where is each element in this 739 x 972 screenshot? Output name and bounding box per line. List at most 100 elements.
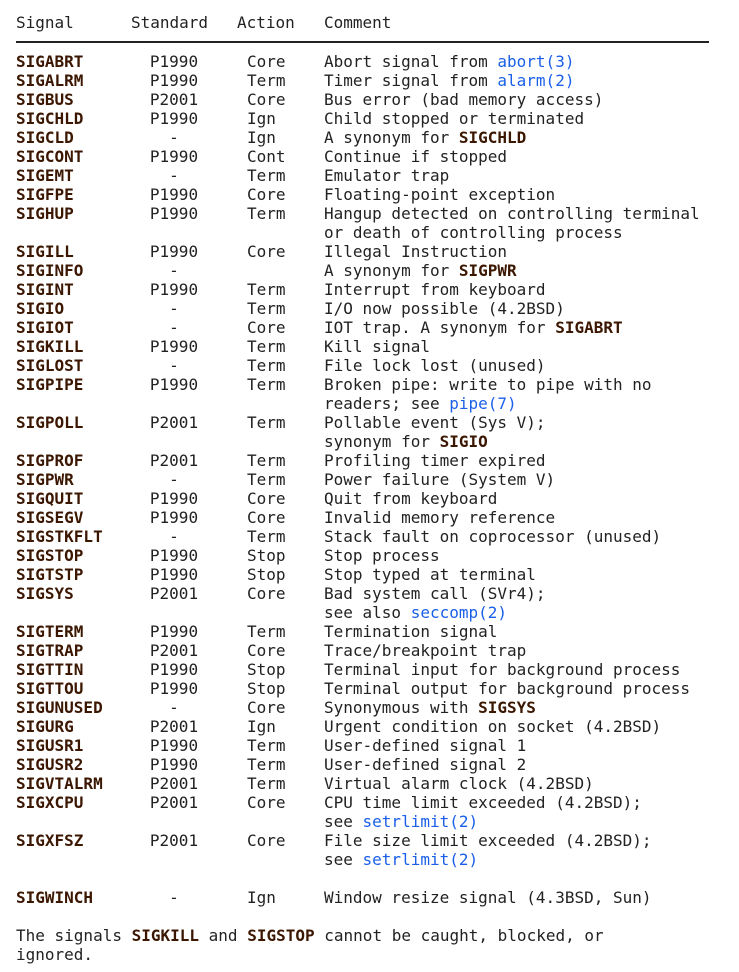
signal-name: SIGTTIN <box>16 660 84 679</box>
comment-line: File size limit exceeded (4.2BSD); <box>324 831 724 850</box>
signal-name: SIGTSTP <box>16 565 84 584</box>
signal-standard: P2001 <box>149 584 199 603</box>
signal-comment: User-defined signal 1 <box>324 736 724 755</box>
comment-text: IOT trap. A synonym for <box>324 318 556 337</box>
comment-line: File lock lost (unused) <box>324 356 724 375</box>
comment-line: CPU time limit exceeded (4.2BSD); <box>324 793 724 812</box>
signal-reference: SIGPWR <box>458 261 517 280</box>
signal-standard: - <box>169 261 179 280</box>
signal-action: Term <box>247 622 286 641</box>
signal-standard: P1990 <box>149 546 199 565</box>
comment-text: Invalid memory reference <box>324 508 556 527</box>
table-header: Signal Standard Action Comment <box>0 13 739 32</box>
man-page-link[interactable]: abort(3) <box>497 52 575 71</box>
signal-name: SIGLOST <box>16 356 84 375</box>
signal-comment: Quit from keyboard <box>324 489 724 508</box>
signal-standard: P1990 <box>149 660 199 679</box>
comment-line: Bus error (bad memory access) <box>324 90 724 109</box>
signal-action: Stop <box>247 546 286 565</box>
comment-text: Power failure (System V) <box>324 470 556 489</box>
man-page-link[interactable]: seccomp(2) <box>410 603 508 622</box>
table-row: SIGSTKFLT - Term Stack fault on coprocessor… <box>0 527 739 546</box>
comment-line: A synonym for SIGPWR <box>324 261 724 280</box>
signal-name: SIGILL <box>16 242 74 261</box>
table-row: SIGSYS P2001 Core Bad system call (SVr4); se… <box>0 584 739 622</box>
comment-line: Virtual alarm clock (4.2BSD) <box>324 774 724 793</box>
signal-comment: Virtual alarm clock (4.2BSD) <box>324 774 724 793</box>
signal-reference: SIGKILL <box>131 926 200 945</box>
signal-standard: - <box>169 888 179 907</box>
comment-line: Urgent condition on socket (4.2BSD) <box>324 717 724 736</box>
man-page-link[interactable]: setrlimit(2) <box>362 850 479 869</box>
signal-name: SIGWINCH <box>16 888 94 907</box>
comment-text: see <box>324 812 363 831</box>
signal-name: SIGTRAP <box>16 641 84 660</box>
signal-name: SIGALRM <box>16 71 84 90</box>
signal-standard: P2001 <box>149 774 199 793</box>
signal-comment: Stack fault on coprocessor (unused) <box>324 527 724 546</box>
signal-action: Ign <box>247 717 276 736</box>
comment-text: Child stopped or terminated <box>324 109 585 128</box>
header-signal: Signal <box>16 13 74 32</box>
table-row: SIGEMT - Term Emulator trap <box>0 166 739 185</box>
signal-comment: Stop process <box>324 546 724 565</box>
signal-action: Core <box>247 52 286 71</box>
signal-name: SIGSTOP <box>16 546 84 565</box>
header-rule <box>16 41 709 43</box>
signal-action: Core <box>247 90 286 109</box>
signal-name: SIGPOLL <box>16 413 84 432</box>
comment-line: Termination signal <box>324 622 724 641</box>
table-row: SIGLOST - Term File lock lost (unused) <box>0 356 739 375</box>
comment-line: Child stopped or terminated <box>324 109 724 128</box>
comment-line: Stop process <box>324 546 724 565</box>
signal-comment: Stop typed at terminal <box>324 565 724 584</box>
table-row: SIGTSTP P1990 Stop Stop typed at terminal <box>0 565 739 584</box>
man-page-link[interactable]: setrlimit(2) <box>362 812 479 831</box>
table-row: SIGPWR - Term Power failure (System V) <box>0 470 739 489</box>
signal-name: SIGIOT <box>16 318 74 337</box>
signal-comment: Hangup detected on controlling terminal o… <box>324 204 724 242</box>
signal-action: Term <box>247 736 286 755</box>
signal-standard: P1990 <box>149 565 199 584</box>
comment-text: Kill signal <box>324 337 430 356</box>
comment-line: Window resize signal (4.3BSD, Sun) <box>324 888 724 907</box>
signal-action: Term <box>247 299 286 318</box>
signal-standard: P2001 <box>149 717 199 736</box>
signal-action: Core <box>247 793 286 812</box>
comment-line: I/O now possible (4.2BSD) <box>324 299 724 318</box>
man-page-link[interactable]: pipe(7) <box>449 394 517 413</box>
man-page-link[interactable]: alarm(2) <box>497 71 575 90</box>
table-row: SIGSEGV P1990 Core Invalid memory reference <box>0 508 739 527</box>
signal-comment: Abort signal from abort(3) <box>324 52 724 71</box>
signal-action: Term <box>247 774 286 793</box>
table-row: SIGTERM P1990 Term Termination signal <box>0 622 739 641</box>
signal-standard: P1990 <box>149 71 199 90</box>
comment-text: File lock lost (unused) <box>324 356 546 375</box>
table-row: SIGTTIN P1990 Stop Terminal input for backg… <box>0 660 739 679</box>
comment-text: Virtual alarm clock (4.2BSD) <box>324 774 594 793</box>
table-row: SIGIOT - Core IOT trap. A synonym for SIGAB… <box>0 318 739 337</box>
comment-text: Terminal input for background process <box>324 660 681 679</box>
signal-action: Ign <box>247 128 276 147</box>
comment-line: Terminal output for background process <box>324 679 724 698</box>
comment-line: Terminal input for background process <box>324 660 724 679</box>
comment-line: Stack fault on coprocessor (unused) <box>324 527 724 546</box>
signal-standard: - <box>169 356 179 375</box>
table-row: SIGHUP P1990 Term Hangup detected on contro… <box>0 204 739 242</box>
comment-line: see also seccomp(2) <box>324 603 724 622</box>
comment-text: A synonym for <box>324 128 459 147</box>
signal-standard: P1990 <box>149 280 199 299</box>
signal-standard: - <box>169 527 179 546</box>
signal-name: SIGXCPU <box>16 793 84 812</box>
signal-comment: Bus error (bad memory access) <box>324 90 724 109</box>
table-row: SIGALRM P1990 Term Timer signal from alarm(… <box>0 71 739 90</box>
signal-action: Stop <box>247 565 286 584</box>
comment-text: User-defined signal 2 <box>324 755 527 774</box>
signal-standard: - <box>169 470 179 489</box>
signal-comment: Pollable event (Sys V); synonym for SIGIO <box>324 413 724 451</box>
table-row: SIGTTOU P1990 Stop Terminal output for back… <box>0 679 739 698</box>
signal-name: SIGINT <box>16 280 74 299</box>
comment-line: User-defined signal 1 <box>324 736 724 755</box>
signal-standard: P1990 <box>149 337 199 356</box>
signal-standard: P2001 <box>149 641 199 660</box>
